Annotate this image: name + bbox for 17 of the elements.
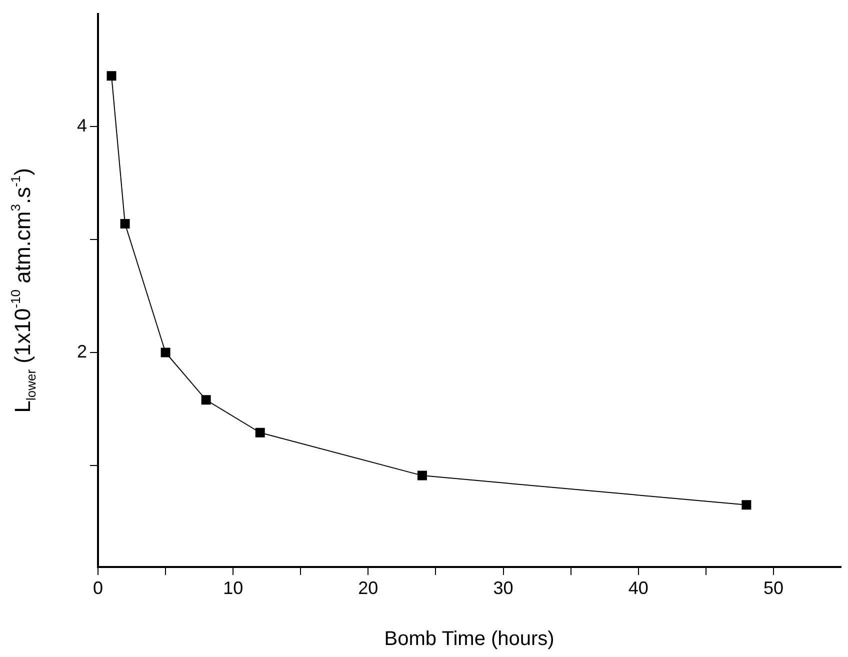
x-axis-title: Bomb Time (hours) bbox=[384, 628, 554, 650]
x-tick-label: 40 bbox=[628, 578, 648, 598]
point bbox=[160, 348, 170, 358]
x-tick-label: 0 bbox=[92, 578, 104, 598]
point bbox=[742, 500, 752, 510]
x-tick-label: 20 bbox=[358, 578, 378, 598]
text: Llower (1x10-10 atm.cm3.s-1) bbox=[8, 168, 38, 413]
x-tick-label: 50 bbox=[763, 578, 784, 598]
point bbox=[201, 395, 211, 405]
point bbox=[417, 470, 427, 480]
y-tick-label: 4 bbox=[76, 116, 87, 136]
y-tick-label: 2 bbox=[76, 341, 87, 362]
point bbox=[255, 428, 265, 438]
x-tick-label: 10 bbox=[223, 578, 244, 598]
x-tick-label: 30 bbox=[493, 578, 514, 598]
point bbox=[120, 219, 130, 229]
point bbox=[106, 71, 116, 81]
